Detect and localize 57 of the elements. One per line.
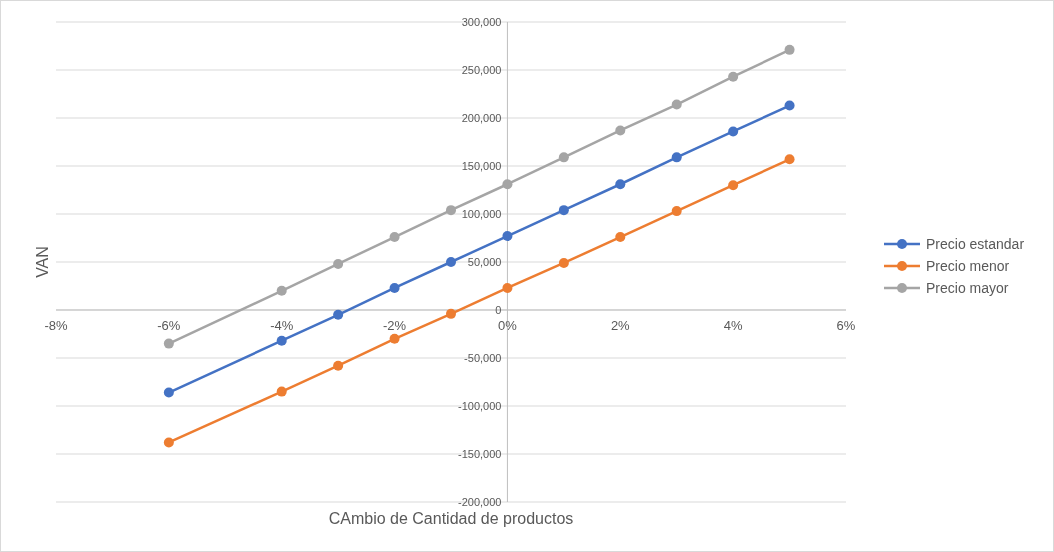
point [333,360,344,371]
point [276,285,287,296]
point [502,231,513,242]
y-tick-label: 0 [495,303,502,316]
y-tick-label: 150,000 [461,159,502,172]
x-axis-title: CAmbio de Cantidad de productos [328,510,574,527]
point [276,335,287,346]
legend-label: Precio mayor [926,279,1009,296]
y-axis-title: VAN [34,246,51,278]
legend-label: Precio estandar [926,235,1025,252]
y-tick-label: -100,000 [457,399,502,412]
point [784,154,795,165]
x-tick-label: 4% [723,318,743,333]
point [389,282,400,293]
x-tick-label: -8% [44,318,68,333]
point [333,258,344,269]
y-tick-label: -50,000 [464,351,502,364]
point [784,44,795,55]
x-tick-label: 0% [498,318,518,333]
point [728,71,739,82]
point [389,333,400,344]
point [558,205,569,216]
point [446,308,456,319]
point [728,180,739,191]
point [502,282,513,293]
point [276,386,287,397]
point [784,100,795,111]
point [446,205,456,216]
point [615,232,626,243]
point [163,338,174,349]
y-tick-label: 100,000 [461,207,502,220]
point [446,257,456,267]
point [389,232,400,243]
point [615,179,626,190]
x-tick-label: -2% [383,318,407,333]
y-tick-label: -150,000 [457,447,502,460]
point [558,257,569,268]
point [333,309,344,320]
x-tick-label: 6% [836,318,856,333]
x-tick-label: -6% [157,318,181,333]
point [671,99,682,110]
x-tick-label: 2% [610,318,631,333]
legend-label: Precio menor [926,257,1010,274]
y-tick-label: 250,000 [461,63,502,76]
point [728,126,739,137]
point [502,179,513,190]
point [671,206,682,217]
point [558,152,569,163]
point [163,387,174,398]
y-tick-label: -200,000 [457,495,502,508]
y-tick-label: 50,000 [467,255,502,268]
x-tick-label: -4% [270,318,294,333]
y-tick-label: 300,000 [461,15,502,28]
point [615,125,626,136]
point [671,152,682,163]
point [163,437,174,448]
y-tick-label: 200,000 [461,111,502,124]
